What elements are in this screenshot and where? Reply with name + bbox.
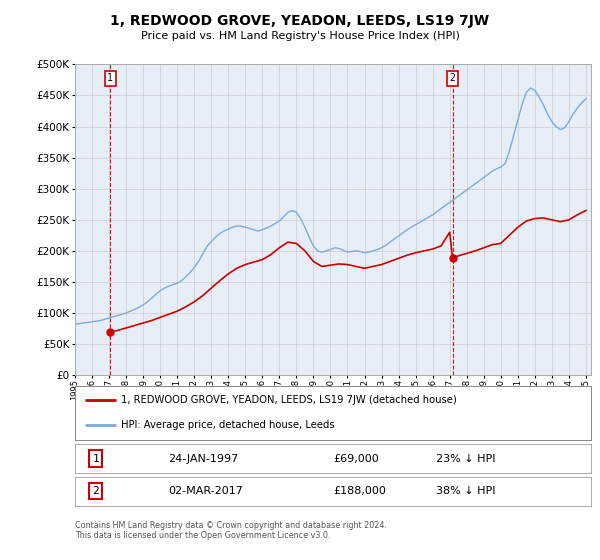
Text: 24-JAN-1997: 24-JAN-1997: [168, 454, 238, 464]
Text: £188,000: £188,000: [333, 486, 386, 496]
Text: 2: 2: [449, 73, 455, 83]
Text: 2: 2: [92, 486, 99, 496]
Text: £69,000: £69,000: [333, 454, 379, 464]
Text: 02-MAR-2017: 02-MAR-2017: [168, 486, 243, 496]
Text: Price paid vs. HM Land Registry's House Price Index (HPI): Price paid vs. HM Land Registry's House …: [140, 31, 460, 41]
Text: Contains HM Land Registry data © Crown copyright and database right 2024.
This d: Contains HM Land Registry data © Crown c…: [75, 521, 387, 540]
Text: 38% ↓ HPI: 38% ↓ HPI: [436, 486, 496, 496]
Text: 23% ↓ HPI: 23% ↓ HPI: [436, 454, 496, 464]
Text: 1, REDWOOD GROVE, YEADON, LEEDS, LS19 7JW: 1, REDWOOD GROVE, YEADON, LEEDS, LS19 7J…: [110, 14, 490, 28]
Text: 1, REDWOOD GROVE, YEADON, LEEDS, LS19 7JW (detached house): 1, REDWOOD GROVE, YEADON, LEEDS, LS19 7J…: [121, 395, 457, 405]
Text: 1: 1: [107, 73, 113, 83]
Text: 1: 1: [92, 454, 99, 464]
Text: HPI: Average price, detached house, Leeds: HPI: Average price, detached house, Leed…: [121, 419, 335, 430]
